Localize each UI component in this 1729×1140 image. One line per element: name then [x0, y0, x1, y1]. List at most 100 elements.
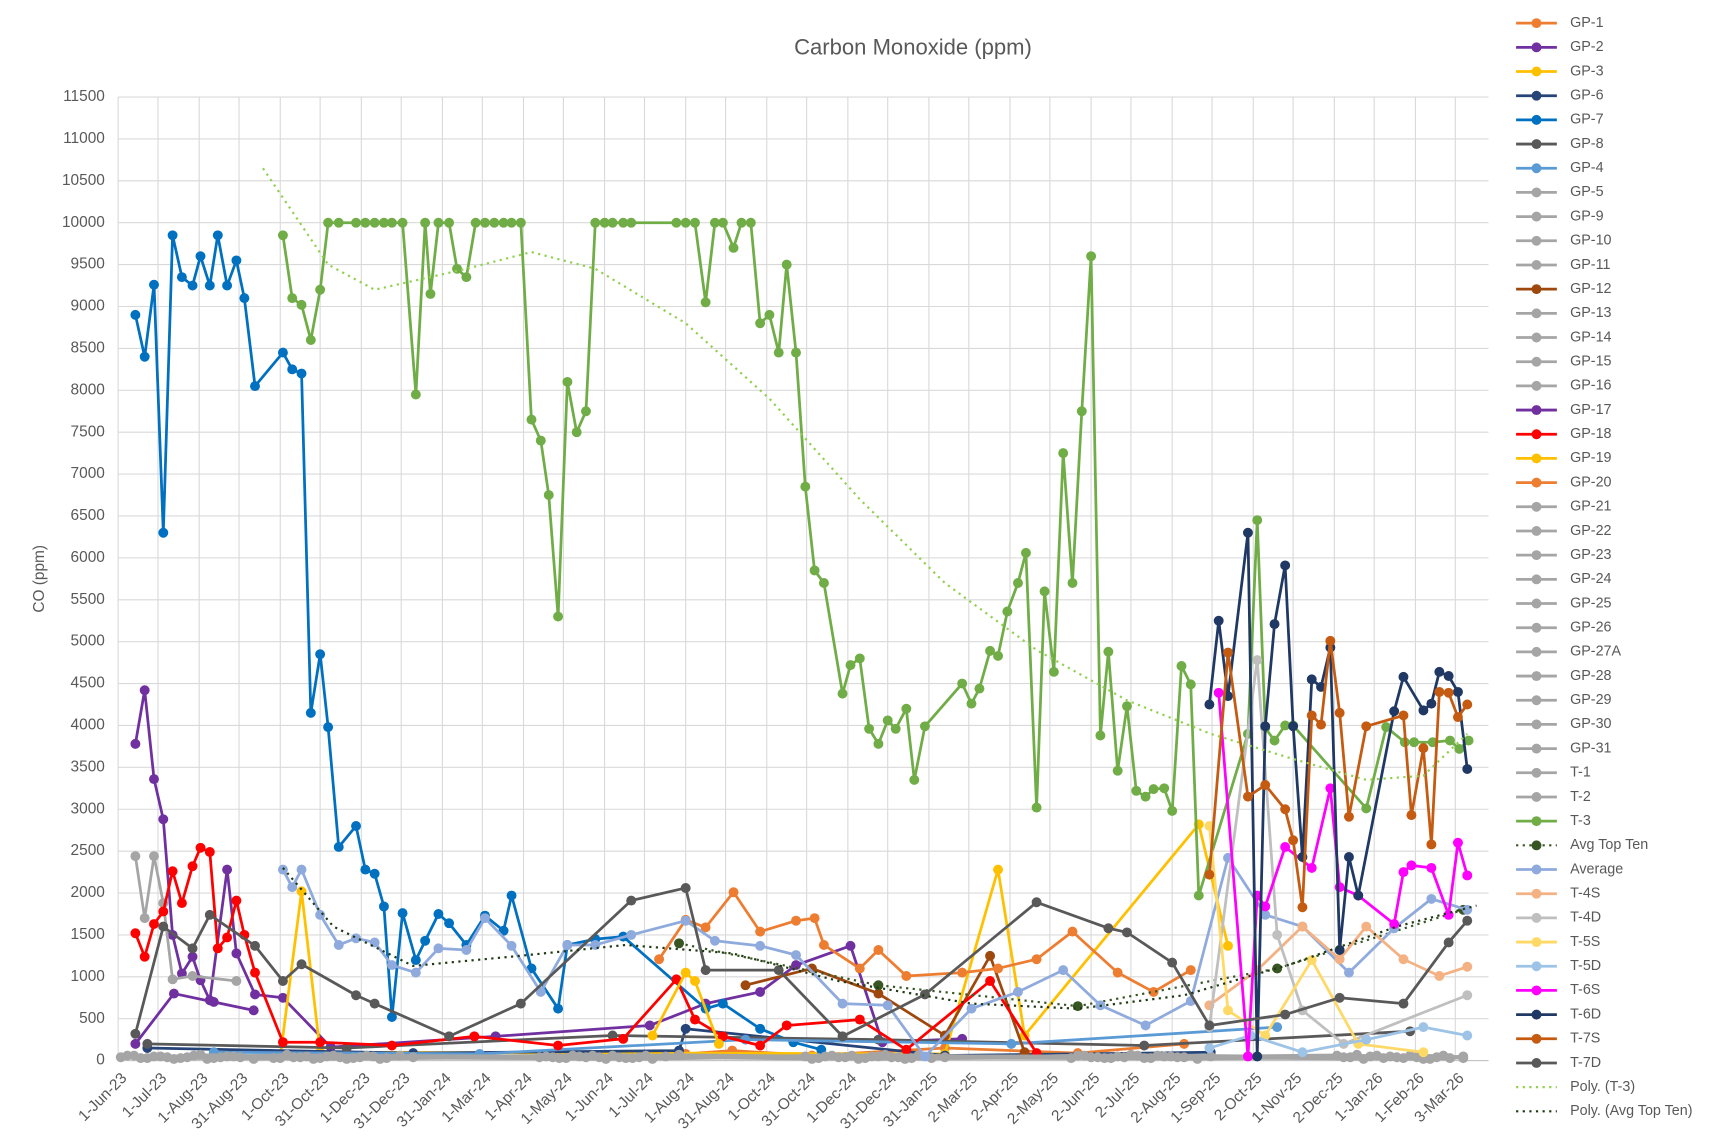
data-point: [1002, 606, 1013, 617]
y-tick-label: 11500: [63, 88, 105, 105]
legend-label: T-1: [1570, 765, 1591, 781]
data-point: [386, 217, 397, 228]
data-point: [195, 251, 206, 262]
data-point: [680, 967, 691, 978]
legend-label: GP-7: [1570, 112, 1603, 128]
data-point: [277, 230, 288, 241]
data-point: [1409, 737, 1420, 748]
data-point: [506, 940, 517, 951]
data-point: [1242, 1051, 1253, 1062]
data-point: [1167, 805, 1178, 816]
data-point: [791, 915, 801, 926]
data-point: [901, 1044, 912, 1055]
data-point: [1058, 965, 1069, 976]
legend-label: Poly. (Avg Top Ten): [1570, 1103, 1692, 1119]
data-point: [149, 774, 159, 785]
data-point: [957, 967, 968, 978]
data-point: [1280, 804, 1291, 815]
legend-label: GP-17: [1570, 402, 1611, 418]
y-tick-label: 4000: [71, 717, 105, 734]
data-point: [1334, 882, 1345, 893]
data-point: [204, 280, 215, 291]
data-point: [1167, 957, 1178, 968]
data-point: [1048, 666, 1059, 677]
data-point: [167, 230, 178, 241]
data-point: [341, 1043, 352, 1054]
data-point: [1204, 699, 1215, 710]
data-point: [873, 945, 884, 955]
data-point: [287, 882, 298, 893]
data-point: [1140, 1020, 1151, 1031]
data-point: [1013, 986, 1023, 997]
data-point: [626, 895, 637, 906]
data-point: [1334, 992, 1345, 1003]
data-point: [1306, 955, 1317, 966]
legend-marker: [1531, 18, 1542, 29]
data-point: [1316, 681, 1327, 692]
legend-marker: [1531, 187, 1542, 198]
y-tick-label: 8500: [71, 339, 105, 356]
data-point: [671, 974, 682, 985]
legend-label: GP-15: [1570, 353, 1611, 369]
legend-label: GP-13: [1570, 305, 1611, 321]
data-point: [1454, 743, 1465, 754]
data-point: [581, 406, 591, 417]
data-point: [680, 1023, 691, 1034]
data-point: [640, 1050, 651, 1061]
data-point: [135, 1053, 146, 1064]
legend-marker: [1531, 1033, 1542, 1044]
data-point: [360, 864, 371, 875]
legend-label: GP-29: [1570, 692, 1611, 708]
legend-label: GP-25: [1570, 595, 1611, 611]
data-point: [351, 990, 361, 1001]
data-point: [1148, 986, 1159, 997]
data-point: [1306, 862, 1317, 873]
data-point: [791, 347, 801, 358]
legend-marker: [1531, 42, 1542, 53]
data-point: [709, 217, 720, 228]
data-point: [287, 293, 298, 304]
data-point: [506, 217, 517, 228]
data-point: [176, 898, 187, 909]
data-point: [1269, 735, 1280, 746]
data-point: [553, 1040, 564, 1051]
data-point: [1462, 990, 1473, 1001]
data-point: [1443, 937, 1454, 948]
data-point: [1076, 406, 1087, 417]
data-point: [1361, 1034, 1372, 1045]
data-point: [296, 864, 307, 875]
data-point: [397, 908, 408, 919]
data-point: [1406, 860, 1417, 871]
legend-label: GP-12: [1570, 281, 1611, 297]
data-point: [1381, 722, 1392, 733]
data-point: [250, 967, 260, 978]
legend-label: GP-26: [1570, 619, 1611, 635]
y-tick-label: 7000: [71, 465, 105, 482]
data-point: [1389, 919, 1400, 930]
data-point: [444, 217, 455, 228]
data-point: [1398, 954, 1409, 965]
legend-marker: [1531, 235, 1542, 246]
y-tick-label: 7500: [71, 423, 105, 440]
data-point: [680, 915, 691, 926]
data-point: [130, 309, 141, 320]
data-point: [873, 980, 884, 991]
data-point: [420, 217, 431, 228]
data-point: [1280, 720, 1291, 731]
data-point: [208, 997, 219, 1007]
legend-marker: [1531, 477, 1542, 488]
data-point: [1260, 909, 1271, 920]
data-point: [296, 299, 307, 310]
data-point: [1139, 1040, 1150, 1051]
data-point: [1280, 560, 1291, 571]
data-point: [1122, 701, 1132, 712]
data-point: [222, 932, 233, 943]
data-point: [781, 1020, 792, 1031]
legend-label: GP-1: [1570, 15, 1603, 31]
data-point: [1176, 661, 1187, 671]
data-point: [1193, 890, 1204, 901]
data-point: [700, 965, 711, 976]
data-point: [1031, 897, 1042, 908]
data-point: [1343, 811, 1354, 822]
data-point: [957, 678, 968, 689]
